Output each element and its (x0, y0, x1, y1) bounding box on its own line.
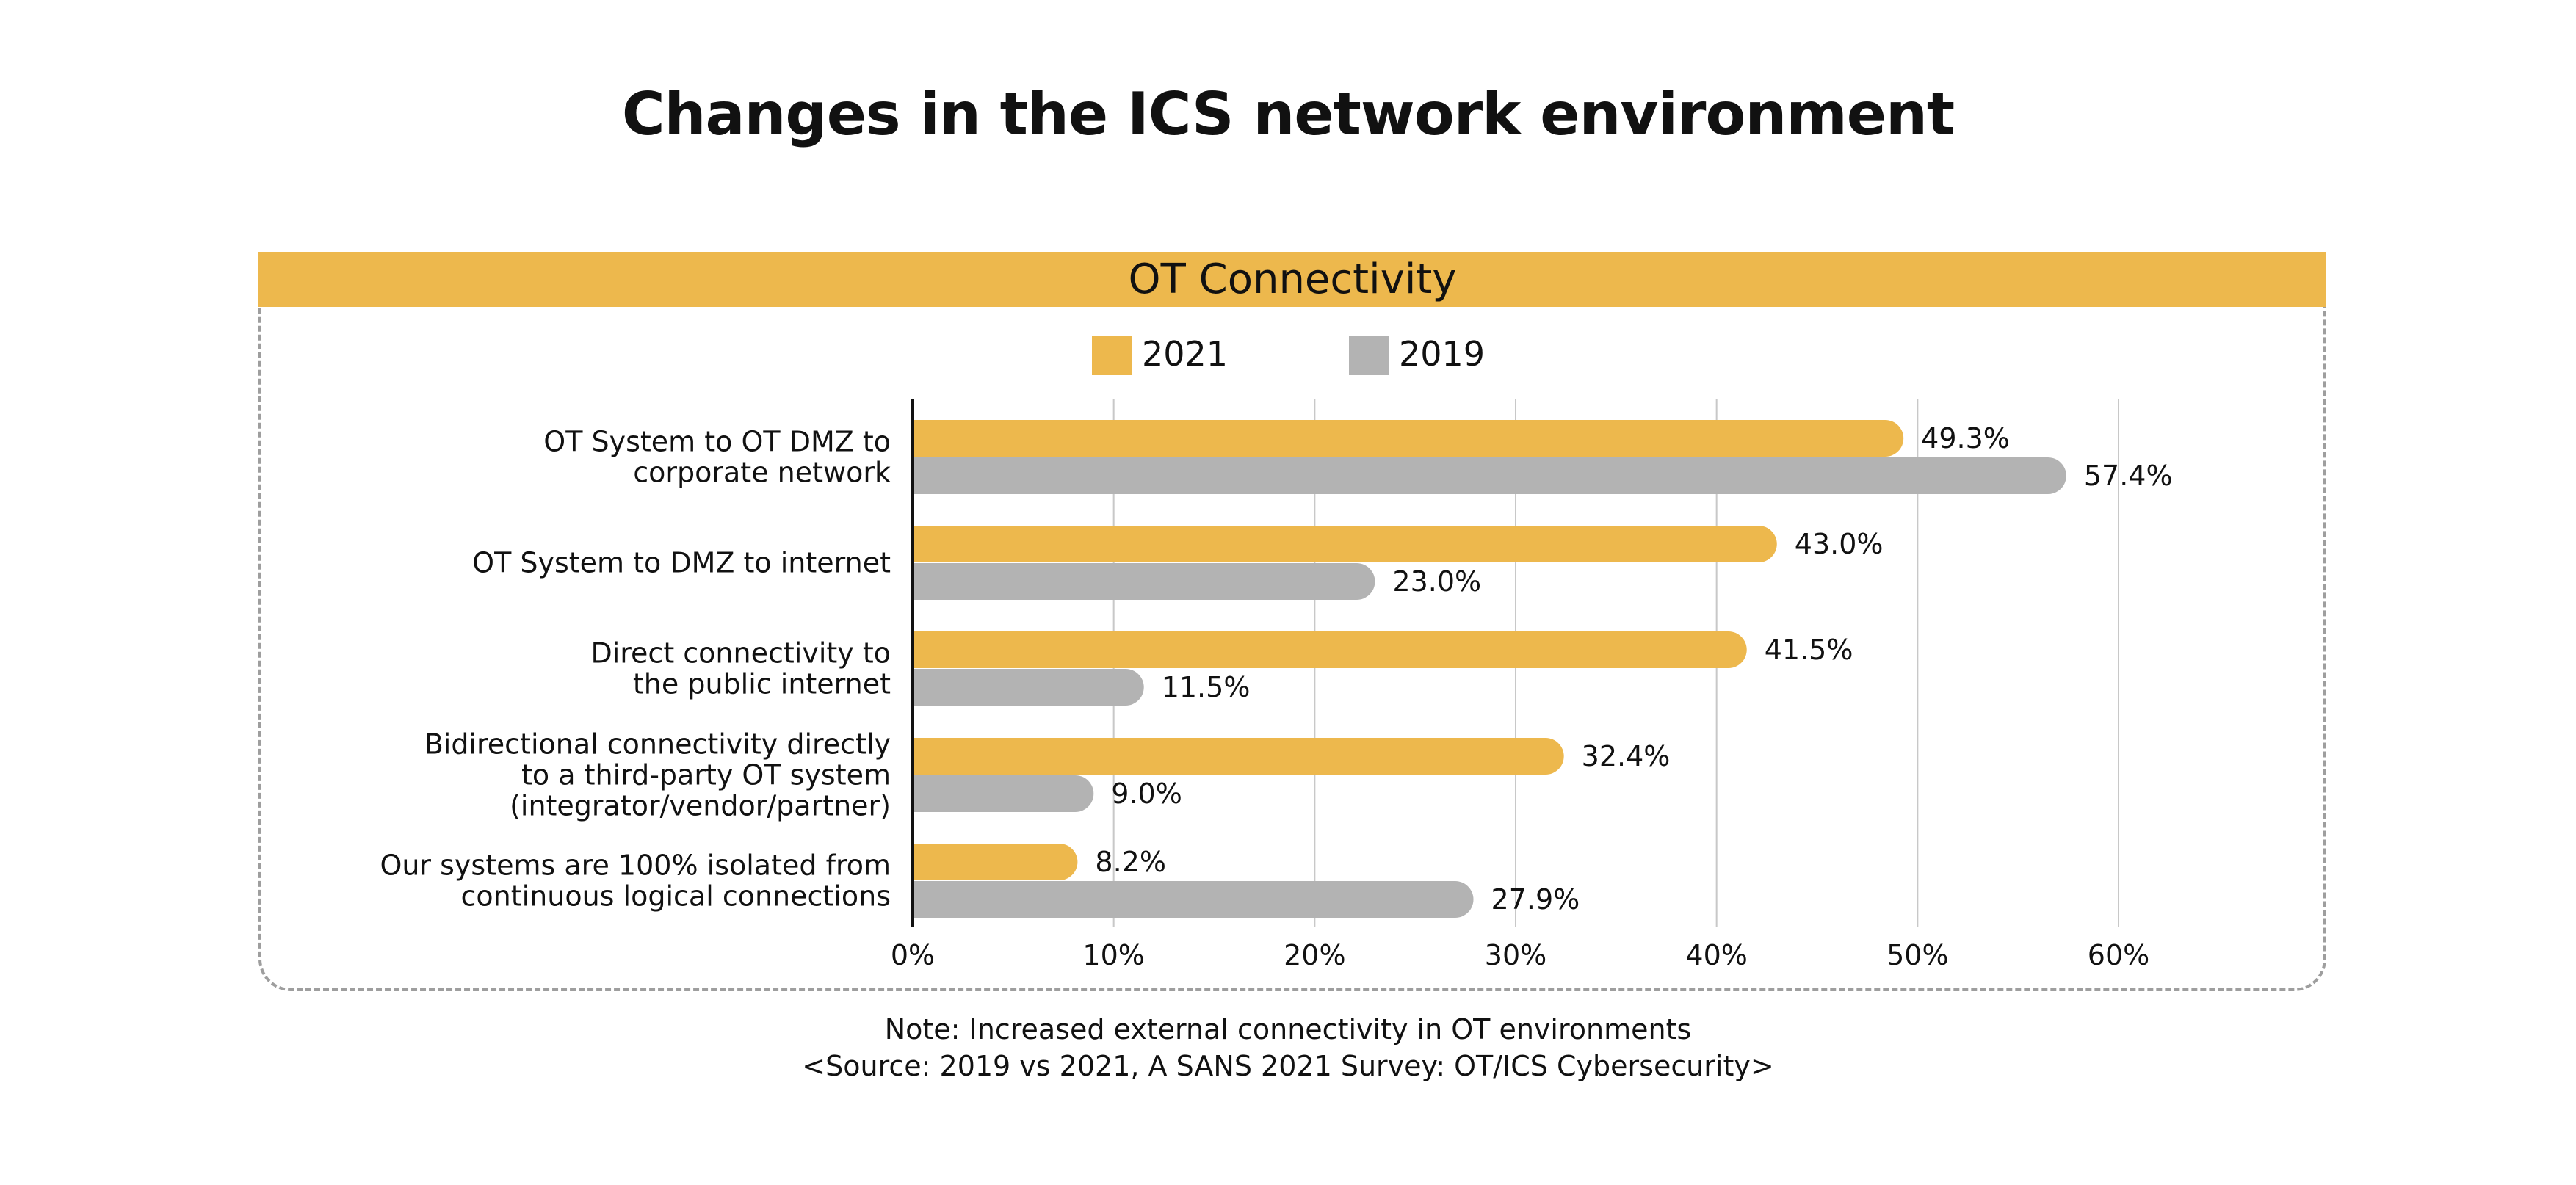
x-tick-label: 0% (891, 939, 935, 971)
legend-label-2021: 2021 (1142, 334, 1228, 374)
x-tick-label: 60% (2088, 939, 2149, 971)
data-label-2019: 9.0% (1111, 778, 1182, 810)
category-label: to a third-party OT system (521, 759, 891, 791)
footnote-note: Note: Increased external connectivity in… (884, 1013, 1692, 1046)
bar-2021-1 (913, 526, 1777, 562)
category-label: (integrator/vendor/partner) (510, 790, 891, 822)
category-label: continuous logical connections (460, 880, 891, 913)
data-label-2019: 23.0% (1392, 565, 1481, 598)
data-label-2021: 49.3% (1921, 422, 2010, 454)
bars (913, 420, 2066, 918)
category-label: Direct connectivity to (590, 637, 891, 670)
legend-label-2019: 2019 (1399, 334, 1485, 374)
legend-swatch-2021 (1092, 336, 1132, 375)
data-label-2021: 8.2% (1095, 846, 1166, 878)
chart-title: Changes in the ICS network environment (621, 80, 1955, 148)
data-label-2019: 27.9% (1491, 883, 1580, 916)
legend-swatch-2019 (1349, 336, 1389, 375)
data-label-2021: 43.0% (1795, 528, 1884, 560)
bar-2019-3 (913, 775, 1094, 812)
legend: 2021 2019 (1092, 334, 1485, 375)
panel-title: OT Connectivity (258, 252, 2326, 307)
category-label: OT System to DMZ to internet (472, 547, 891, 579)
bar-2021-3 (913, 738, 1564, 775)
x-tick-label: 40% (1685, 939, 1747, 971)
data-label-2019: 11.5% (1162, 671, 1251, 703)
category-label: Bidirectional connectivity directly (424, 728, 891, 761)
bar-2019-4 (913, 881, 1474, 918)
x-tick-label: 30% (1485, 939, 1546, 971)
x-tick-label: 20% (1284, 939, 1345, 971)
x-tick-label: 10% (1082, 939, 1144, 971)
bar-2019-2 (913, 669, 1144, 706)
data-labels: 49.3% 43.0% 41.5% 32.4% 8.2% 57.4% 23.0% 11.5% 9… (1095, 422, 2172, 916)
data-label-2021: 41.5% (1765, 634, 1853, 666)
bar-2021-4 (913, 844, 1078, 880)
category-label: Our systems are 100% isolated from (380, 849, 891, 882)
footnote-source: <Source: 2019 vs 2021, A SANS 2021 Surve… (802, 1050, 1774, 1082)
data-label-2019: 57.4% (2084, 460, 2173, 492)
chart-panel (258, 252, 2326, 991)
bar-2019-1 (913, 563, 1375, 600)
category-label: the public internet (633, 668, 891, 700)
category-label: corporate network (633, 457, 891, 489)
x-tick-label: 50% (1886, 939, 1948, 971)
x-axis-ticks: 0% 10% 20% 30% 40% 50% 60% (891, 939, 2149, 971)
bar-2019-0 (913, 457, 2066, 494)
bar-2021-0 (913, 420, 1904, 457)
bar-2021-2 (913, 631, 1747, 668)
data-label-2021: 32.4% (1582, 740, 1671, 772)
category-label: OT System to OT DMZ to (543, 426, 891, 458)
